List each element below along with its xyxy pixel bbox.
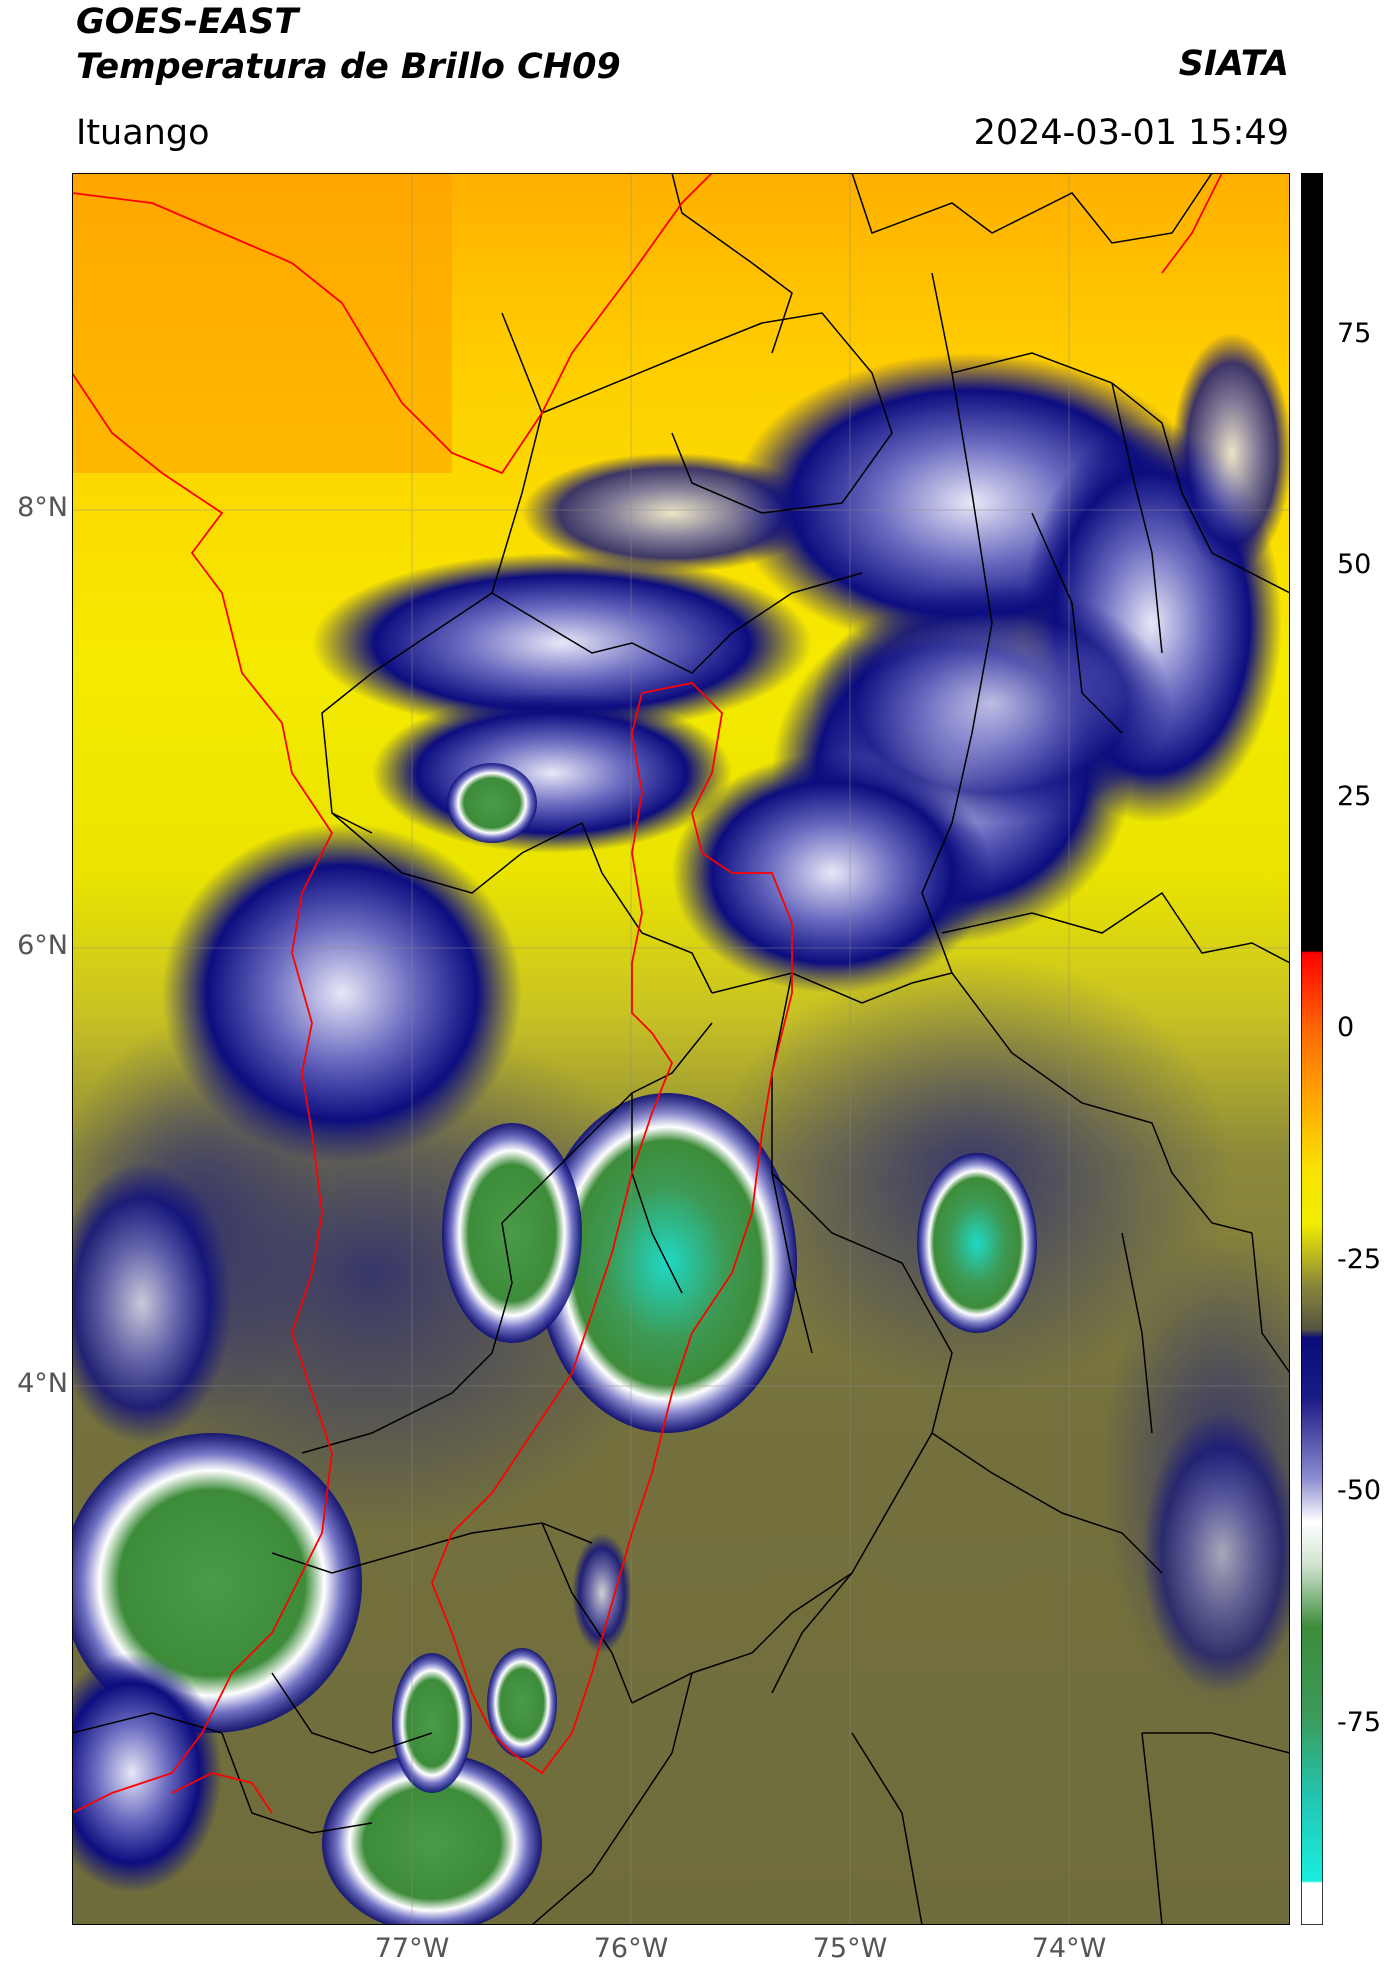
organization-label: SIATA	[1178, 44, 1289, 84]
lat-label-6n: 6°N	[17, 930, 68, 961]
colorbar-tick-minus25: -25	[1337, 1244, 1382, 1275]
product-title: Temperatura de Brillo CH09	[76, 47, 621, 87]
lon-label-75w: 75°W	[812, 1933, 888, 1964]
lat-label-4n: 4°N	[17, 1368, 68, 1399]
satellite-map	[72, 173, 1290, 1925]
colorbar-tick-50: 50	[1337, 549, 1372, 580]
colorbar-tick-0: 0	[1337, 1012, 1355, 1043]
title-block: GOES-EAST Temperatura de Brillo CH09	[76, 0, 621, 90]
temperature-colorbar	[1301, 173, 1323, 1925]
lon-label-74w: 74°W	[1031, 1933, 1107, 1964]
colorbar-tick-75: 75	[1337, 318, 1372, 349]
lon-label-77w: 77°W	[374, 1933, 450, 1964]
colorbar-tick-minus75: -75	[1337, 1707, 1382, 1738]
colorbar-tick-minus50: -50	[1337, 1475, 1382, 1506]
location-label: Ituango	[76, 113, 210, 153]
timestamp-label: 2024-03-01 15:49	[973, 113, 1289, 153]
satellite-title: GOES-EAST	[76, 2, 299, 42]
region-boundaries	[72, 173, 1223, 1814]
department-boundaries	[72, 173, 1290, 1925]
lon-label-76w: 76°W	[593, 1933, 669, 1964]
colorbar-tick-25: 25	[1337, 781, 1372, 812]
lat-label-8n: 8°N	[17, 492, 68, 523]
